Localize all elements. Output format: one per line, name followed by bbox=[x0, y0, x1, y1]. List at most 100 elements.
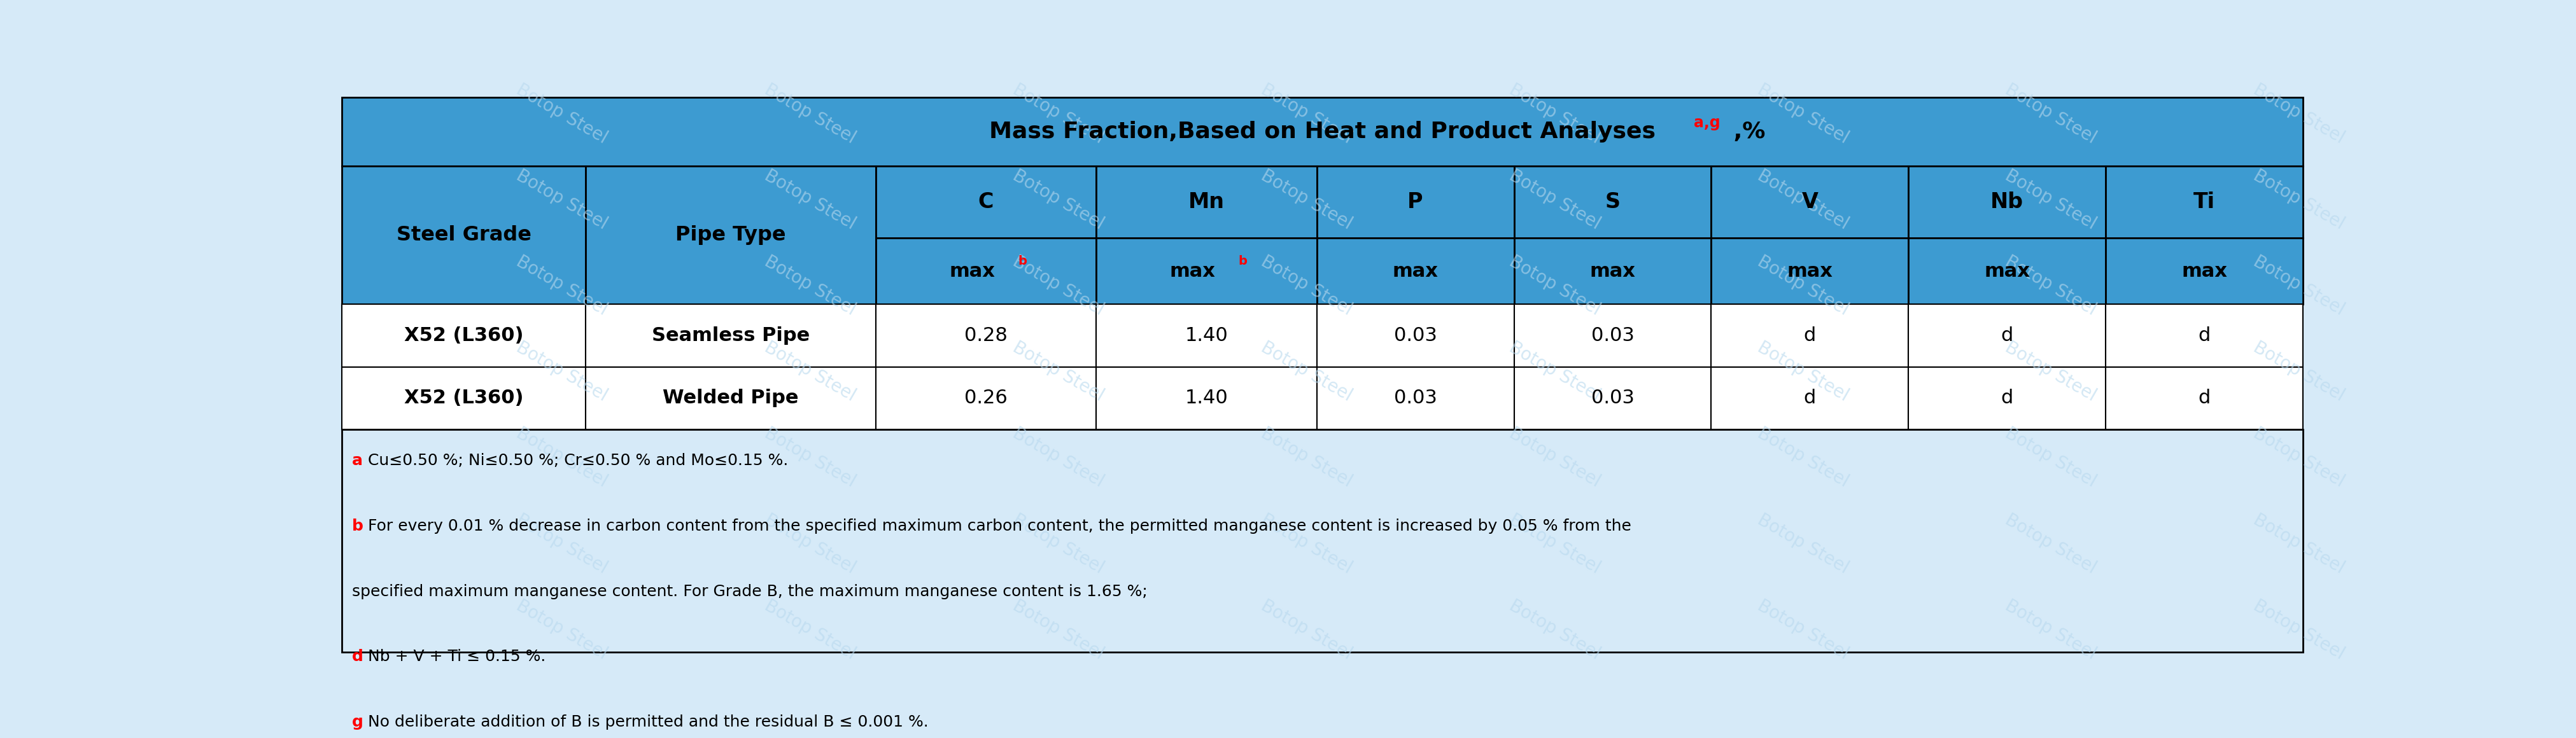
Text: 0.03: 0.03 bbox=[1589, 326, 1633, 345]
Text: Botop Steel: Botop Steel bbox=[760, 596, 858, 663]
Text: max: max bbox=[2182, 262, 2226, 280]
Text: 1.40: 1.40 bbox=[1185, 326, 1229, 345]
Text: Steel Grade: Steel Grade bbox=[397, 225, 531, 245]
Text: Botop Steel: Botop Steel bbox=[2249, 596, 2347, 663]
Text: Welded Pipe: Welded Pipe bbox=[662, 389, 799, 407]
Bar bbox=[1316, 304, 1515, 367]
Text: max: max bbox=[1788, 262, 1832, 280]
Text: V: V bbox=[1801, 192, 1819, 213]
Text: Botop Steel: Botop Steel bbox=[1257, 511, 1355, 577]
Text: X52 (L360): X52 (L360) bbox=[404, 389, 523, 407]
Text: specified maximum manganese content. For Grade B, the maximum manganese content : specified maximum manganese content. For… bbox=[353, 584, 1146, 599]
Text: Botop Steel: Botop Steel bbox=[513, 339, 611, 405]
Text: Botop Steel: Botop Steel bbox=[1754, 424, 1852, 491]
Text: Botop Steel: Botop Steel bbox=[1754, 596, 1852, 663]
Text: g: g bbox=[353, 714, 363, 730]
Text: d: d bbox=[2197, 389, 2210, 407]
Text: Botop Steel: Botop Steel bbox=[2249, 511, 2347, 577]
Text: Botop Steel: Botop Steel bbox=[513, 596, 611, 663]
Bar bbox=[1095, 304, 1316, 367]
Text: Botop Steel: Botop Steel bbox=[760, 167, 858, 233]
Text: Ti: Ti bbox=[2192, 192, 2215, 213]
Text: Botop Steel: Botop Steel bbox=[760, 252, 858, 319]
Text: Botop Steel: Botop Steel bbox=[1754, 339, 1852, 405]
Bar bbox=[1515, 304, 1710, 367]
Bar bbox=[1095, 367, 1316, 430]
Bar bbox=[1710, 238, 1909, 304]
Text: max: max bbox=[1984, 262, 2030, 280]
Text: Botop Steel: Botop Steel bbox=[513, 252, 611, 319]
Text: d: d bbox=[1803, 326, 1816, 345]
Text: max: max bbox=[948, 262, 994, 280]
Text: Botop Steel: Botop Steel bbox=[1504, 167, 1602, 233]
Text: d: d bbox=[2197, 326, 2210, 345]
Bar bbox=[876, 238, 1095, 304]
Text: Botop Steel: Botop Steel bbox=[1504, 596, 1602, 663]
Text: Botop Steel: Botop Steel bbox=[760, 424, 858, 491]
Text: S: S bbox=[1605, 192, 1620, 213]
Text: Botop Steel: Botop Steel bbox=[1010, 596, 1108, 663]
Bar bbox=[1515, 166, 1710, 238]
Bar bbox=[2105, 238, 2303, 304]
Bar bbox=[585, 166, 876, 304]
Text: Botop Steel: Botop Steel bbox=[1257, 424, 1355, 491]
Text: Botop Steel: Botop Steel bbox=[1257, 596, 1355, 663]
Text: Botop Steel: Botop Steel bbox=[2002, 81, 2099, 148]
Bar bbox=[1909, 367, 2105, 430]
Text: Botop Steel: Botop Steel bbox=[1257, 339, 1355, 405]
Text: ,%: ,% bbox=[1726, 121, 1765, 142]
Text: max: max bbox=[1391, 262, 1437, 280]
Text: 0.28: 0.28 bbox=[963, 326, 1007, 345]
Bar bbox=[1316, 166, 1515, 238]
Text: max: max bbox=[1170, 262, 1216, 280]
Bar bbox=[1909, 238, 2105, 304]
Text: 0.03: 0.03 bbox=[1394, 389, 1437, 407]
Text: Botop Steel: Botop Steel bbox=[513, 81, 611, 148]
Text: d: d bbox=[2002, 326, 2012, 345]
Text: Botop Steel: Botop Steel bbox=[1504, 252, 1602, 319]
Bar bbox=[1710, 304, 1909, 367]
Text: Botop Steel: Botop Steel bbox=[1010, 511, 1108, 577]
Text: Mn: Mn bbox=[1188, 192, 1224, 213]
Text: Botop Steel: Botop Steel bbox=[2002, 424, 2099, 491]
Text: d: d bbox=[353, 649, 363, 664]
Text: Botop Steel: Botop Steel bbox=[2249, 424, 2347, 491]
Bar bbox=[343, 430, 2303, 652]
Text: Botop Steel: Botop Steel bbox=[513, 424, 611, 491]
Bar bbox=[1095, 166, 1316, 238]
Text: Mass Fraction,Based on Heat and Product Analyses: Mass Fraction,Based on Heat and Product … bbox=[989, 121, 1656, 142]
Bar bbox=[343, 166, 585, 304]
Bar bbox=[585, 367, 876, 430]
Text: Botop Steel: Botop Steel bbox=[760, 339, 858, 405]
Text: Botop Steel: Botop Steel bbox=[1257, 252, 1355, 319]
Text: Botop Steel: Botop Steel bbox=[760, 511, 858, 577]
Text: max: max bbox=[1589, 262, 1636, 280]
Text: Botop Steel: Botop Steel bbox=[1010, 167, 1108, 233]
Bar bbox=[2105, 367, 2303, 430]
Text: Pipe Type: Pipe Type bbox=[675, 225, 786, 245]
Text: Botop Steel: Botop Steel bbox=[1257, 81, 1355, 148]
Bar bbox=[1909, 166, 2105, 238]
Text: Botop Steel: Botop Steel bbox=[1504, 81, 1602, 148]
Bar bbox=[343, 367, 585, 430]
Bar bbox=[1710, 367, 1909, 430]
Text: Nb: Nb bbox=[1991, 192, 2022, 213]
Bar bbox=[585, 304, 876, 367]
Bar bbox=[2105, 166, 2303, 238]
Text: X52 (L360): X52 (L360) bbox=[404, 326, 523, 345]
Text: Botop Steel: Botop Steel bbox=[2249, 167, 2347, 233]
Text: Botop Steel: Botop Steel bbox=[1504, 511, 1602, 577]
Text: 1.40: 1.40 bbox=[1185, 389, 1229, 407]
Text: d: d bbox=[2002, 389, 2012, 407]
Text: Botop Steel: Botop Steel bbox=[2002, 596, 2099, 663]
Text: Cu≤0.50 %; Ni≤0.50 %; Cr≤0.50 % and Mo≤0.15 %.: Cu≤0.50 %; Ni≤0.50 %; Cr≤0.50 % and Mo≤0… bbox=[368, 453, 788, 469]
Text: P: P bbox=[1406, 192, 1422, 213]
Bar bbox=[1515, 367, 1710, 430]
Text: Botop Steel: Botop Steel bbox=[1504, 424, 1602, 491]
Text: a,g: a,g bbox=[1692, 115, 1721, 130]
Text: C: C bbox=[979, 192, 994, 213]
Text: Botop Steel: Botop Steel bbox=[1257, 167, 1355, 233]
Bar bbox=[876, 304, 1095, 367]
Text: Seamless Pipe: Seamless Pipe bbox=[652, 326, 809, 345]
Bar bbox=[1095, 238, 1316, 304]
